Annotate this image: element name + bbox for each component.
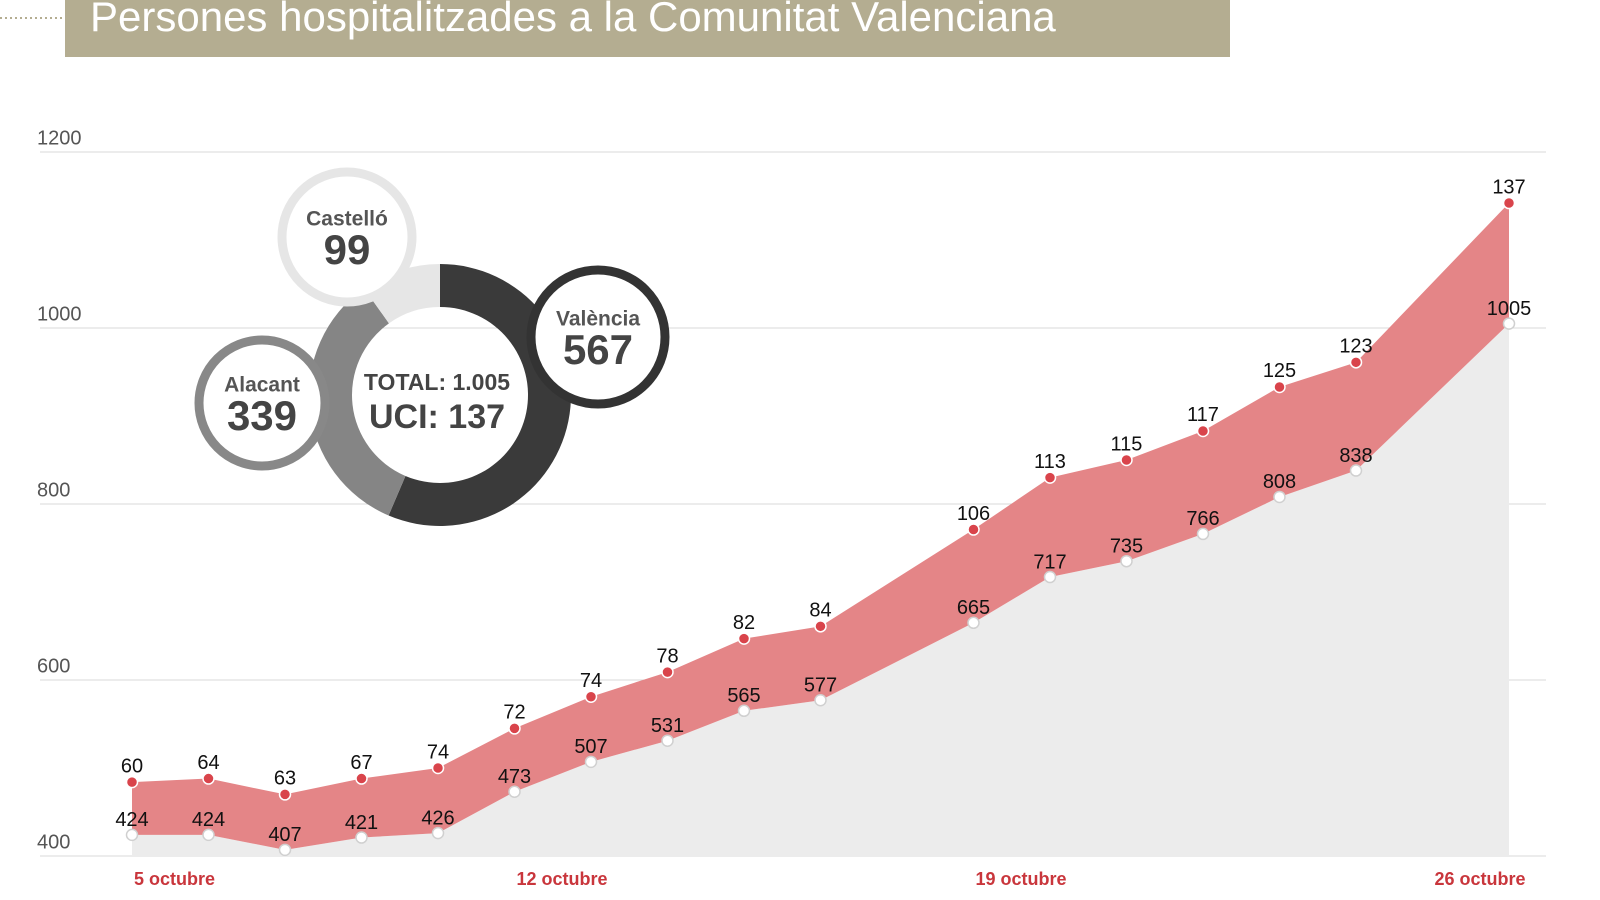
point	[355, 772, 368, 785]
data-label: 67	[350, 752, 372, 774]
data-label: 123	[1339, 336, 1372, 358]
data-label: 113	[1034, 451, 1066, 473]
point	[814, 620, 827, 633]
point	[355, 831, 368, 844]
data-label: 106	[957, 503, 990, 525]
data-label: 63	[274, 768, 296, 790]
point	[1502, 196, 1516, 210]
data-label: 735	[1110, 535, 1143, 557]
point	[584, 690, 598, 703]
region-bubble	[277, 167, 417, 307]
point	[125, 775, 139, 789]
region-name: Castelló	[306, 208, 388, 231]
donut-slice	[388, 264, 571, 526]
data-label: 84	[809, 600, 831, 622]
point	[1273, 380, 1286, 394]
point	[1273, 490, 1286, 504]
data-label: 64	[197, 752, 219, 774]
data-label: 531	[651, 715, 684, 737]
data-label: 74	[427, 741, 449, 763]
y-tick-label: 1000	[37, 303, 82, 325]
point	[278, 843, 292, 857]
data-label: 421	[345, 812, 378, 834]
point	[1043, 471, 1057, 484]
chart-title: Persones hospitalitzades a la Comunitat …	[90, 0, 1056, 40]
point	[202, 828, 215, 842]
point	[508, 722, 521, 735]
x-tick-label: 19 octubre	[976, 869, 1067, 889]
data-label: 426	[421, 807, 454, 829]
data-label: 507	[574, 736, 607, 758]
point	[737, 632, 751, 645]
point	[1120, 453, 1133, 467]
data-label: 838	[1339, 445, 1372, 467]
point	[431, 761, 445, 775]
data-label: 808	[1263, 471, 1296, 493]
data-label: 717	[1033, 551, 1066, 573]
y-tick-label: 600	[37, 655, 70, 677]
data-label: 82	[733, 612, 755, 634]
data-label: 78	[656, 645, 678, 667]
donut-total: TOTAL: 1.005	[364, 369, 510, 395]
data-label: 407	[268, 824, 301, 846]
region-name: Alacant	[224, 374, 300, 397]
data-label: 665	[957, 597, 990, 619]
x-tick-label: 5 octubre	[134, 869, 215, 889]
y-tick-label: 800	[37, 479, 70, 501]
point	[431, 826, 445, 840]
point	[737, 704, 751, 718]
point	[1196, 424, 1210, 438]
data-label: 424	[192, 809, 225, 831]
y-tick-label: 1200	[37, 127, 82, 149]
region-bubble	[194, 335, 330, 471]
point	[967, 523, 980, 536]
data-label: 473	[498, 766, 531, 788]
point	[125, 828, 139, 842]
region-value: 567	[563, 326, 633, 373]
donut-slice	[308, 288, 406, 516]
x-tick-label: 26 octubre	[1435, 869, 1526, 889]
y-tick-label: 400	[37, 831, 70, 853]
data-label: 766	[1186, 508, 1219, 530]
point	[1349, 356, 1363, 369]
donut-uci: UCI: 137	[369, 398, 505, 436]
data-label: 1005	[1487, 298, 1532, 320]
region-value: 339	[227, 392, 297, 439]
data-label: 60	[121, 755, 143, 777]
point	[1502, 317, 1516, 330]
region-name: València	[556, 308, 640, 331]
x-tick-label: 12 octubre	[517, 869, 608, 889]
point	[661, 665, 674, 679]
point	[967, 616, 980, 630]
point	[1043, 570, 1057, 584]
title-banner	[65, 0, 1230, 57]
data-label: 137	[1492, 176, 1525, 198]
data-label: 565	[727, 685, 760, 707]
point	[1349, 464, 1363, 477]
data-label: 72	[503, 702, 525, 724]
point	[202, 772, 215, 785]
point	[661, 734, 674, 747]
data-label: 577	[804, 675, 837, 697]
data-label: 117	[1187, 404, 1219, 426]
point	[278, 788, 292, 801]
point	[814, 693, 827, 707]
point	[1196, 527, 1210, 541]
data-label: 424	[115, 809, 148, 831]
data-label: 74	[580, 670, 602, 692]
region-value: 99	[324, 226, 371, 273]
area	[132, 323, 1509, 857]
region-bubble	[526, 265, 670, 409]
data-label: 115	[1111, 433, 1143, 455]
point	[584, 755, 598, 769]
data-label: 125	[1263, 360, 1296, 382]
point	[1120, 554, 1133, 568]
point	[508, 785, 521, 799]
